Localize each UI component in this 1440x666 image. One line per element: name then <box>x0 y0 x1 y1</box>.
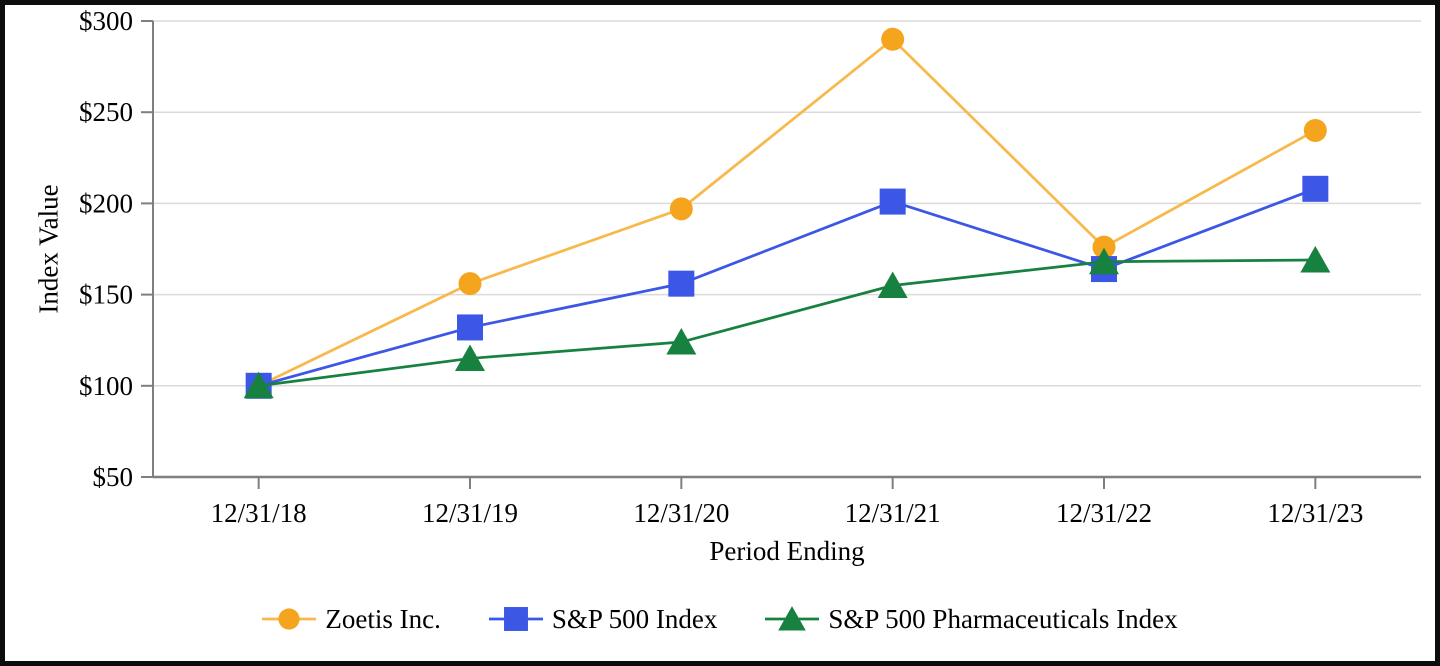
data-point-marker-triangle <box>243 371 274 399</box>
data-point-marker-circle <box>458 272 482 296</box>
x-tick-label: 12/31/18 <box>211 498 307 528</box>
x-axis-title: Period Ending <box>709 536 865 566</box>
series-triangle <box>243 245 1331 399</box>
x-tick-label: 12/31/23 <box>1267 498 1363 528</box>
y-tick-label: $250 <box>79 97 133 127</box>
data-point-marker-triangle <box>455 344 485 371</box>
y-tick-label: $100 <box>79 371 133 401</box>
x-tick-label: 12/31/21 <box>845 498 941 528</box>
legend-item: S&P 500 Pharmaceuticals Index <box>765 601 1178 637</box>
data-point-marker-triangle <box>1300 245 1331 273</box>
data-point-marker-square <box>879 188 906 215</box>
y-tick-label: $50 <box>93 462 134 492</box>
data-point-marker-square <box>1302 175 1329 202</box>
legend-circle-icon <box>262 608 317 630</box>
data-point-marker-square <box>503 607 528 631</box>
data-point-marker-circle <box>278 608 300 630</box>
data-point-marker-triangle <box>1089 247 1119 275</box>
y-tick-label: $300 <box>79 6 133 36</box>
x-tick-label: 12/31/20 <box>633 498 729 528</box>
data-point-marker-square <box>668 270 695 297</box>
legend-item: S&P 500 Index <box>488 601 718 637</box>
data-point-marker-circle <box>669 197 693 221</box>
series-circle <box>247 27 1327 398</box>
legend-label: S&P 500 Index <box>551 603 718 634</box>
y-tick-label: $150 <box>79 280 133 310</box>
legend-triangle-icon <box>765 606 820 631</box>
data-point-marker-circle <box>1092 235 1116 259</box>
x-tick-label: 12/31/19 <box>422 498 518 528</box>
y-axis-title: Index Value <box>33 184 64 314</box>
legend: Zoetis Inc. S&P 500 Index S&P 500 Pharmace… <box>5 601 1435 637</box>
data-point-marker-circle <box>881 27 905 51</box>
chart-plot-area: $50 $100 $150 $200 $250 $300 12/31/18 12/31/19 1… <box>79 6 1421 528</box>
data-point-marker-circle <box>1303 118 1327 142</box>
series-line <box>258 187 1316 388</box>
data-point-marker-square <box>457 314 483 341</box>
data-point-marker-triangle <box>877 271 908 298</box>
legend-label: Zoetis Inc. <box>325 603 441 634</box>
legend-item: Zoetis Inc. <box>262 601 441 637</box>
legend-square-icon <box>488 607 543 631</box>
legend-label: S&P 500 Pharmaceuticals Index <box>828 603 1178 634</box>
x-tick-label: 12/31/22 <box>1056 498 1152 528</box>
series-line <box>258 258 1316 388</box>
data-point-marker-triangle <box>778 606 807 631</box>
series-line <box>258 37 1316 388</box>
data-point-marker-triangle <box>666 328 697 355</box>
y-tick-label: $200 <box>79 188 133 218</box>
